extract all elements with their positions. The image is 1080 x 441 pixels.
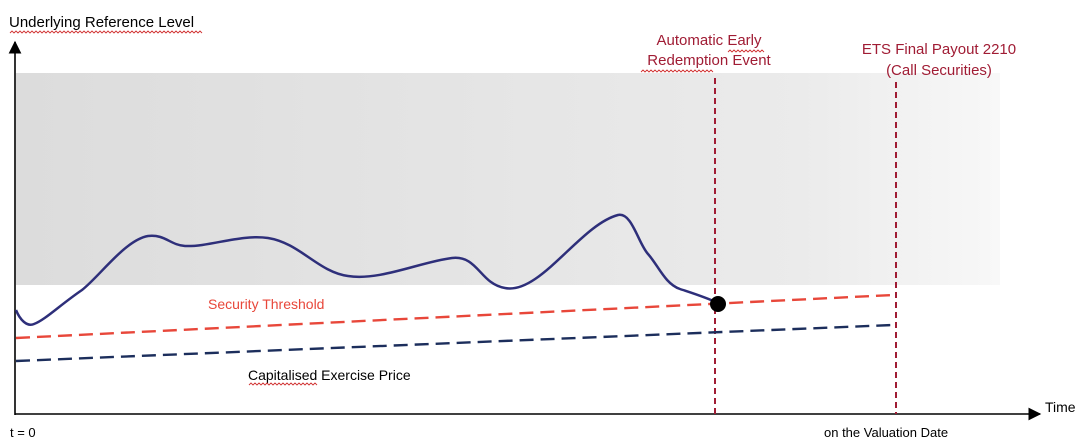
underlying-price-path bbox=[14, 213, 719, 326]
y-axis-label-underline bbox=[9, 30, 203, 34]
time-axis-label: Time bbox=[1045, 399, 1076, 415]
reference-band bbox=[16, 73, 1000, 285]
early-redemption-label-underline bbox=[640, 49, 765, 73]
early-redemption-label-line2: Redemption Event bbox=[647, 52, 771, 69]
exercise-price-label-underline bbox=[248, 382, 318, 386]
y-axis-label: Underlying Reference Level bbox=[9, 14, 194, 31]
t0-label: t = 0 bbox=[10, 425, 36, 440]
valuation-date-label: on the Valuation Date bbox=[824, 425, 948, 440]
security-threshold-label: Security Threshold bbox=[208, 296, 324, 312]
final-payout-label-line2: (Call Securities) bbox=[886, 62, 992, 79]
redemption-event-marker bbox=[710, 296, 726, 312]
exercise-price-label: Capitalised Exercise Price bbox=[248, 367, 411, 383]
final-payout-label-line1: ETS Final Payout 2210 bbox=[862, 41, 1016, 58]
early-redemption-label-line1: Automatic Early bbox=[656, 32, 762, 49]
